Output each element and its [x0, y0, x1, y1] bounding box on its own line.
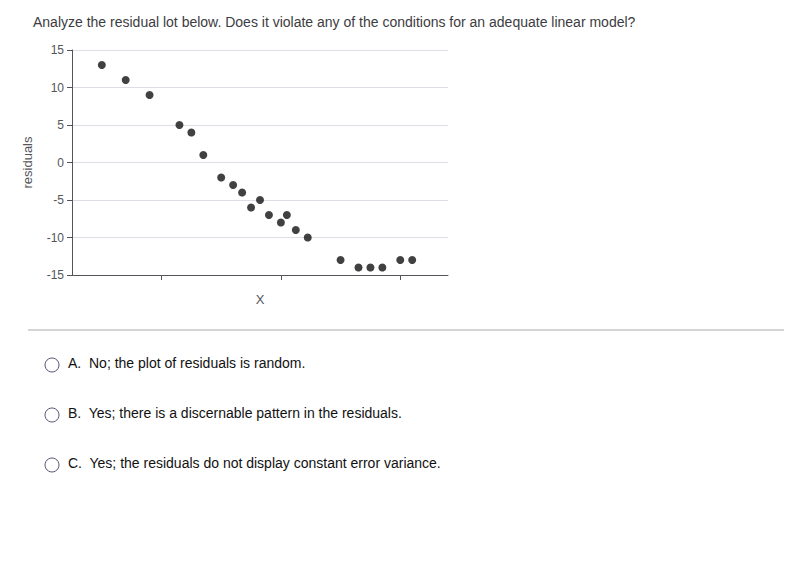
- svg-text:-10: -10: [47, 231, 65, 245]
- svg-text:5: 5: [57, 118, 64, 132]
- svg-text:B. Yes; there is a discernabl: B. Yes; there is a discernable pattern i…: [68, 405, 402, 421]
- svg-text:X: X: [256, 292, 265, 307]
- svg-text:0: 0: [57, 156, 64, 170]
- svg-text:residuals: residuals: [20, 136, 35, 189]
- svg-text:-5: -5: [53, 193, 64, 207]
- svg-text:10: 10: [51, 81, 65, 95]
- svg-text:C. Yes; the residuals do not: C. Yes; the residuals do not display con…: [68, 455, 441, 471]
- svg-text:A. No; the plot of residuals: A. No; the plot of residuals is random.: [68, 355, 305, 371]
- svg-text:Analyze the residual lot below: Analyze the residual lot below. Does it …: [33, 14, 636, 30]
- svg-text:-15: -15: [47, 268, 65, 282]
- svg-text:15: 15: [51, 43, 65, 57]
